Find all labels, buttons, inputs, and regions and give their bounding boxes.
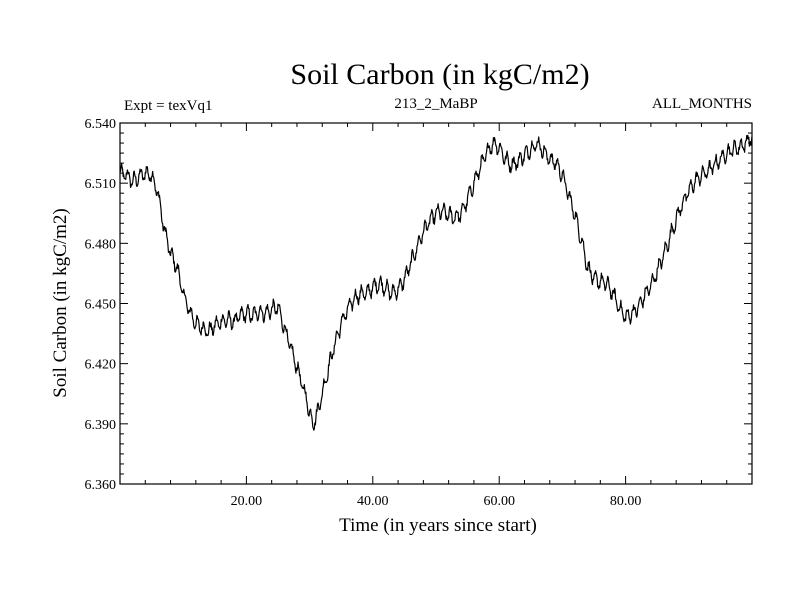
plot-frame [119, 122, 753, 485]
y-tick-label: 6.360 [85, 478, 117, 493]
x-tick-label: 40.00 [357, 494, 389, 509]
y-tick-label: 6.480 [85, 237, 117, 252]
y-axis-label: Soil Carbon (in kgC/m2) [50, 208, 71, 397]
plot-area [119, 134, 753, 431]
x-tick-label: 20.00 [231, 494, 263, 509]
data-line-soil-carbon [119, 134, 753, 431]
x-tick-label: 60.00 [483, 494, 515, 509]
y-tick-label: 6.420 [85, 358, 117, 373]
chart-title: Soil Carbon (in kgC/m2) [290, 58, 589, 91]
y-tick-label: 6.540 [85, 117, 117, 132]
x-axis-label: Time (in years since start) [339, 515, 537, 536]
axes: 20.00 40.00 60.00 80.00 6.360 6.390 6.420 6.450… [85, 117, 753, 509]
subtitle-right: ALL_MONTHS [652, 96, 752, 112]
subtitle-center: 213_2_MaBP [394, 96, 477, 112]
subtitle-left: Expt = texVq1 [124, 98, 212, 114]
y-tick-label: 6.390 [85, 418, 117, 433]
y-tick-label: 6.510 [85, 177, 117, 192]
x-tick-label: 80.00 [610, 494, 642, 509]
y-tick-label: 6.450 [85, 298, 117, 313]
